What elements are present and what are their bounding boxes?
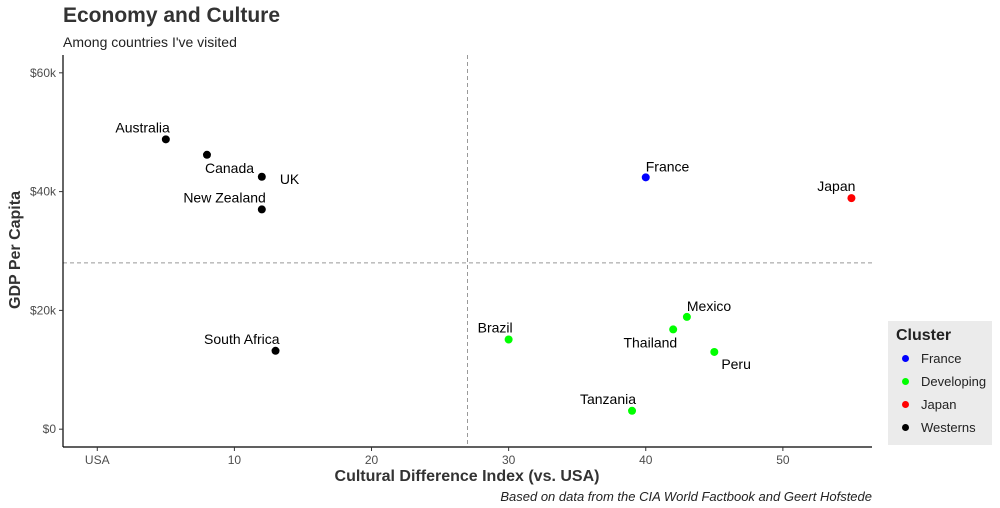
point-brazil [504, 335, 513, 344]
x-tick-label: 50 [776, 453, 790, 467]
legend-item-japan: Japan [902, 395, 956, 413]
point-new-zealand [257, 205, 266, 214]
point-japan [847, 194, 856, 203]
point-tanzania [628, 406, 637, 415]
point-label-tanzania: Tanzania [580, 391, 636, 407]
point-label-south-africa: South Africa [204, 331, 280, 347]
x-tick-label: 40 [639, 453, 653, 467]
x-tick-label: 30 [502, 453, 516, 467]
x-axis-title: Cultural Difference Index (vs. USA) [335, 468, 600, 485]
point-peru [710, 347, 719, 356]
point-label-thailand: Thailand [623, 334, 677, 350]
legend-label-developing: Developing [921, 373, 987, 389]
chart-title: Economy and Culture [63, 4, 281, 27]
point-label-japan: Japan [817, 178, 855, 194]
point-label-peru: Peru [721, 356, 751, 372]
y-tick-label: $20k [30, 303, 57, 317]
x-tick-label: 10 [228, 453, 242, 467]
point-label-uk: UK [280, 171, 300, 187]
legend-label-japan: Japan [921, 396, 957, 412]
legend-item-westerns: Westerns [902, 418, 976, 436]
x-tick-label: USA [85, 453, 110, 467]
y-tick-label: $40k [30, 185, 57, 199]
legend-item-developing: Developing [902, 372, 986, 390]
point-canada [202, 150, 211, 159]
point-thailand [669, 325, 678, 334]
point-label-brazil: Brazil [478, 319, 513, 335]
x-tick-label: 20 [365, 453, 379, 467]
legend-item-france: France [902, 349, 961, 367]
legend-label-france: France [921, 350, 962, 366]
point-mexico [682, 312, 691, 321]
y-tick-label: $0 [43, 422, 57, 436]
point-label-australia: Australia [115, 119, 170, 135]
y-axis-title: GDP Per Capita [7, 191, 24, 309]
legend-dot-westerns [902, 423, 909, 431]
point-label-france: France [646, 158, 690, 174]
legend-label-westerns: Westerns [921, 419, 976, 435]
point-france [641, 173, 650, 182]
legend-title: Cluster [896, 327, 952, 344]
legend-dot-france [902, 354, 909, 362]
point-uk [257, 172, 266, 181]
chart-subtitle: Among countries I've visited [63, 34, 237, 50]
legend-dot-japan [902, 400, 909, 408]
point-label-mexico: Mexico [687, 298, 732, 314]
legend-dot-developing [902, 377, 909, 385]
chart-caption: Based on data from the CIA World Factboo… [500, 489, 872, 504]
point-label-new-zealand: New Zealand [183, 189, 266, 205]
point-label-canada: Canada [205, 160, 254, 176]
legend: Cluster France Developing Japan Westerns [888, 321, 992, 445]
y-tick-label: $60k [30, 66, 57, 80]
point-australia [161, 135, 170, 144]
point-south-africa [271, 346, 280, 355]
